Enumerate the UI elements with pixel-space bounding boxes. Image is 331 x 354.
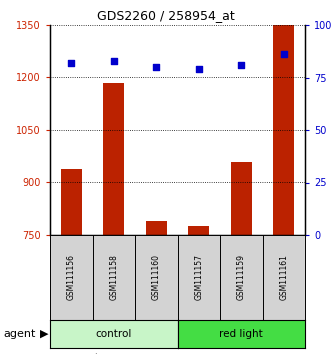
Point — [111, 58, 117, 63]
Point — [196, 66, 201, 72]
Text: GSM111161: GSM111161 — [279, 255, 288, 301]
Point — [239, 62, 244, 68]
Bar — [61, 169, 82, 235]
Bar — [231, 161, 252, 235]
Point — [69, 60, 74, 65]
Text: GSM111159: GSM111159 — [237, 255, 246, 301]
Text: GSM111156: GSM111156 — [67, 255, 76, 301]
Text: GDS2260 / 258954_at: GDS2260 / 258954_at — [97, 9, 234, 22]
Bar — [146, 221, 167, 235]
Point — [154, 64, 159, 70]
Text: GSM111157: GSM111157 — [194, 255, 203, 301]
Text: ▶: ▶ — [40, 329, 49, 339]
Bar — [103, 83, 124, 235]
Text: control: control — [96, 329, 132, 339]
Text: GSM111158: GSM111158 — [109, 255, 118, 301]
Bar — [188, 226, 210, 235]
Point — [281, 52, 286, 57]
Text: red light: red light — [219, 329, 263, 339]
Text: agent: agent — [3, 329, 36, 339]
Bar — [273, 25, 294, 235]
Text: ■: ■ — [50, 353, 59, 354]
Text: GSM111160: GSM111160 — [152, 255, 161, 301]
